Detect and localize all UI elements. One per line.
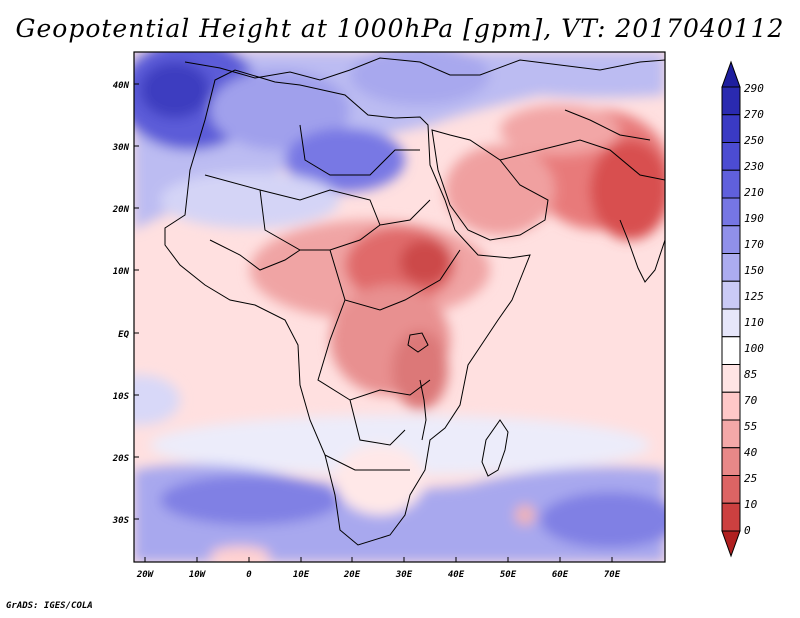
colorbar-box bbox=[721, 280, 741, 310]
colorbar-label: 150 bbox=[744, 264, 764, 277]
colorbar-label: 25 bbox=[744, 472, 757, 485]
colorbar-box bbox=[721, 336, 741, 365]
colorbar-label: 270 bbox=[744, 108, 764, 121]
shade-atlantic-high-core bbox=[140, 62, 210, 118]
colorbar-box bbox=[721, 197, 741, 227]
colorbar-box bbox=[721, 308, 741, 338]
lake-rift bbox=[419, 379, 427, 441]
shade-south-edge bbox=[210, 546, 270, 562]
axis-ticks bbox=[134, 83, 613, 562]
lat-label: 30N bbox=[112, 143, 130, 153]
lon-label: 40E bbox=[448, 570, 465, 580]
colorbar-label: 100 bbox=[744, 342, 764, 355]
shade-iran bbox=[500, 105, 620, 155]
lat-axis: 40N 30N 20N 10N EQ 10S 20S 30S bbox=[112, 81, 130, 526]
lon-label: 30E bbox=[395, 570, 413, 580]
colorbar-label: 230 bbox=[744, 160, 764, 173]
lat-label: 40N bbox=[113, 81, 130, 91]
colorbar-label: 40 bbox=[744, 446, 758, 459]
colorbar-box bbox=[721, 447, 741, 476]
colorbar-top-arrow bbox=[721, 60, 741, 88]
colorbar-label: 190 bbox=[744, 212, 764, 225]
border-7 bbox=[209, 239, 301, 271]
shade-nwafrica bbox=[210, 70, 350, 150]
lon-axis: 20W 10W 0 10E 20E 30E 40E 50E 60E 70E bbox=[136, 570, 621, 580]
lon-label: 0 bbox=[246, 570, 252, 580]
geopotential-field bbox=[134, 52, 665, 562]
colorbar-label: 10 bbox=[744, 498, 758, 511]
coastlines bbox=[164, 57, 665, 546]
colorbar-labels: 290 270 250 230 210 190 170 150 125 110 … bbox=[744, 82, 764, 537]
colorbar-box bbox=[721, 169, 741, 199]
lon-label: 10E bbox=[293, 570, 310, 580]
colorbar-bottom-arrow bbox=[721, 530, 741, 558]
border-8 bbox=[299, 124, 420, 176]
colorbar-box bbox=[721, 86, 741, 116]
shade-south-pale bbox=[150, 415, 650, 475]
shade-india-core bbox=[590, 140, 665, 240]
colorbar-box bbox=[721, 419, 741, 449]
credit-label: GrADS: IGES/COLA bbox=[6, 601, 93, 611]
colorbar-label: 0 bbox=[744, 524, 751, 537]
border-5 bbox=[349, 399, 406, 446]
colorbar-box bbox=[721, 114, 741, 143]
lon-label: 20E bbox=[343, 570, 361, 580]
shade-sudan-core bbox=[400, 240, 450, 284]
border-3 bbox=[329, 249, 461, 311]
colorbar-box bbox=[721, 253, 741, 282]
shade-libya-high bbox=[285, 128, 405, 192]
lon-label: 60E bbox=[552, 570, 569, 580]
madagascar-coastline bbox=[481, 419, 509, 477]
colorbar-label: 125 bbox=[744, 290, 764, 303]
colorbar-boxes bbox=[721, 86, 741, 532]
colorbar-label: 170 bbox=[744, 238, 764, 251]
colorbar-label: 70 bbox=[744, 394, 758, 407]
shade-rift bbox=[392, 330, 448, 410]
lat-label: 20N bbox=[112, 205, 130, 215]
shade-south-atl bbox=[160, 475, 340, 525]
shade-med bbox=[350, 52, 490, 105]
border-10 bbox=[564, 109, 651, 141]
colorbar-label: 210 bbox=[744, 186, 764, 199]
lon-label: 10W bbox=[189, 570, 207, 580]
colorbar-box bbox=[721, 475, 741, 504]
shade-kalahari bbox=[335, 445, 425, 515]
africa-coastline bbox=[164, 69, 531, 546]
map-title: Geopotential Height at 1000hPa [gpm], VT… bbox=[15, 14, 785, 43]
colorbar-box bbox=[721, 364, 741, 393]
europe-coastline bbox=[184, 57, 665, 81]
shade-south-ind bbox=[540, 492, 665, 548]
colorbar-label: 110 bbox=[744, 316, 764, 329]
shade-arabia bbox=[445, 145, 555, 235]
lat-label: 10S bbox=[113, 392, 130, 402]
colorbar-box bbox=[721, 225, 741, 254]
lon-label: 20W bbox=[136, 570, 155, 580]
colorbar: 290 270 250 230 210 190 170 150 125 110 … bbox=[721, 60, 764, 558]
lat-label: EQ bbox=[118, 330, 129, 340]
border-6 bbox=[324, 454, 410, 471]
arabia-coastline bbox=[431, 129, 549, 241]
shade-sahara-pale bbox=[160, 172, 340, 228]
lat-label: 20S bbox=[112, 454, 130, 464]
colorbar-box bbox=[721, 502, 741, 532]
lon-label: 70E bbox=[604, 570, 621, 580]
border-2 bbox=[259, 189, 381, 251]
india-coastline bbox=[619, 219, 665, 283]
shade-small-low bbox=[515, 505, 535, 525]
shade-west-edge bbox=[134, 375, 180, 425]
border-9 bbox=[499, 139, 665, 181]
lat-label: 10N bbox=[113, 267, 130, 277]
colorbar-box bbox=[721, 142, 741, 171]
colorbar-box bbox=[721, 391, 741, 421]
plot-frame bbox=[133, 51, 666, 563]
lat-label: 30S bbox=[112, 516, 130, 526]
colorbar-label: 55 bbox=[744, 420, 757, 433]
lake-victoria bbox=[407, 332, 429, 353]
colorbar-label: 85 bbox=[744, 368, 757, 381]
border-1 bbox=[204, 174, 431, 226]
colorbar-label: 290 bbox=[744, 82, 764, 95]
lon-label: 50E bbox=[500, 570, 517, 580]
colorbar-label: 250 bbox=[744, 134, 764, 147]
